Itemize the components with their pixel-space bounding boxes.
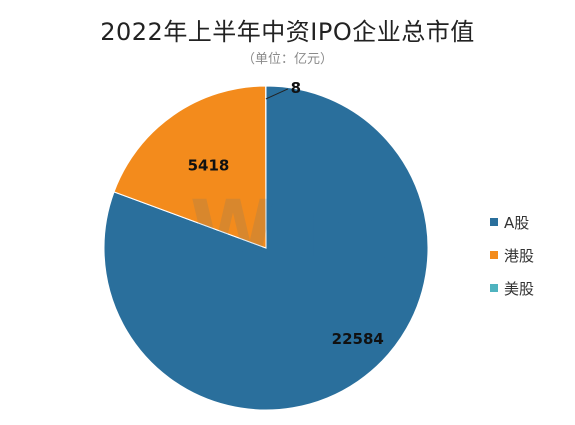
legend-label-us-share: 美股 (504, 279, 535, 298)
pie-data-labels: 22584 5418 8 (188, 79, 384, 348)
chart-title: 2022年上半年中资IPO企业总市值 (100, 18, 475, 46)
legend-label-hk-share: 港股 (504, 246, 535, 265)
legend-swatch-us-share (490, 284, 498, 292)
legend-swatch-a-share (490, 218, 498, 226)
data-label-us-share: 8 (291, 79, 301, 97)
legend-item-us-share: 美股 (490, 278, 534, 298)
pie-slices (103, 85, 429, 411)
slice-hk-share (113, 85, 267, 249)
chart-legend: A股 港股 美股 (490, 212, 534, 311)
legend-label-a-share: A股 (504, 213, 530, 232)
data-label-hk-share: 5418 (188, 157, 230, 175)
wind-watermark: Wind (190, 185, 423, 275)
leader-line-us-share (265, 88, 289, 100)
legend-swatch-hk-share (490, 251, 498, 259)
chart-subtitle: （单位：亿元） (241, 52, 333, 67)
legend-item-a-share: A股 (490, 212, 534, 232)
legend-item-hk-share: 港股 (490, 245, 534, 265)
data-label-a-share: 22584 (332, 330, 384, 348)
